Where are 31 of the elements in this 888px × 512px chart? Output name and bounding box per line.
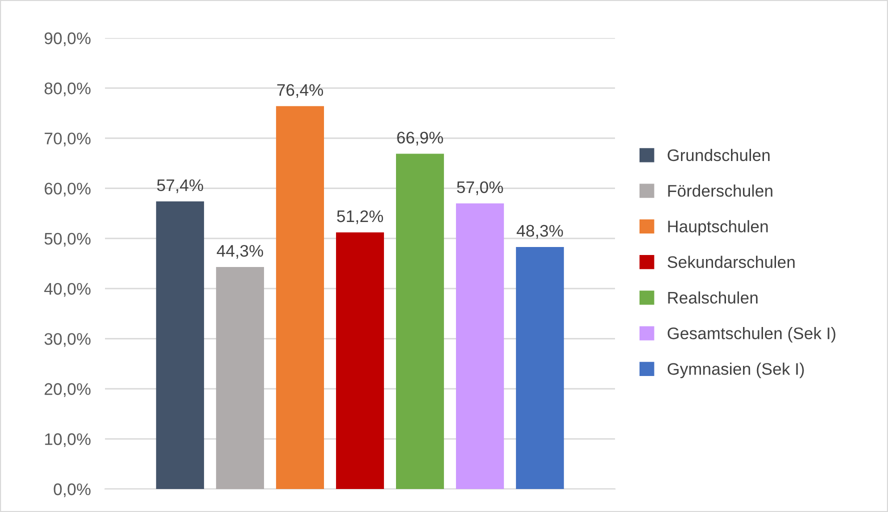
data-label: 51,2% xyxy=(337,210,384,224)
legend-label: Gymnasien (Sek I) xyxy=(668,362,804,378)
y-tick-label: 80,0% xyxy=(44,82,91,96)
y-tick-label: 40,0% xyxy=(44,282,91,297)
legend-label: Grundschulen xyxy=(668,148,770,162)
legend-label: Gesamtschulen (Sek I) xyxy=(668,327,836,343)
legend-label: Förderschulen xyxy=(668,184,772,197)
y-tick-label: 50,0% xyxy=(44,232,91,247)
bar xyxy=(156,201,204,489)
bar xyxy=(396,154,444,489)
y-tick-label: 30,0% xyxy=(44,333,91,347)
bar xyxy=(456,203,504,489)
y-tick-label: 10,0% xyxy=(45,433,91,448)
bar xyxy=(516,246,564,489)
data-label: 57,4% xyxy=(157,179,204,194)
legend-label: Realschulen xyxy=(668,291,758,304)
y-tick-label: 90,0% xyxy=(44,32,91,46)
bar xyxy=(336,232,384,489)
data-label: 57,0% xyxy=(456,181,503,196)
data-label: 44,3% xyxy=(216,244,264,259)
bar xyxy=(276,106,324,489)
y-tick-label: 0,0% xyxy=(54,483,91,498)
bar xyxy=(216,267,264,489)
data-label: 66,9% xyxy=(397,132,444,146)
y-tick-label: 70,0% xyxy=(44,132,91,146)
data-label: 76,4% xyxy=(277,84,324,98)
y-tick-label: 20,0% xyxy=(44,383,91,397)
data-label: 48,3% xyxy=(516,224,563,239)
legend-label: Sekundarschulen xyxy=(668,256,795,268)
legend-label: Hauptschulen xyxy=(668,220,768,236)
y-tick-label: 60,0% xyxy=(44,182,91,197)
